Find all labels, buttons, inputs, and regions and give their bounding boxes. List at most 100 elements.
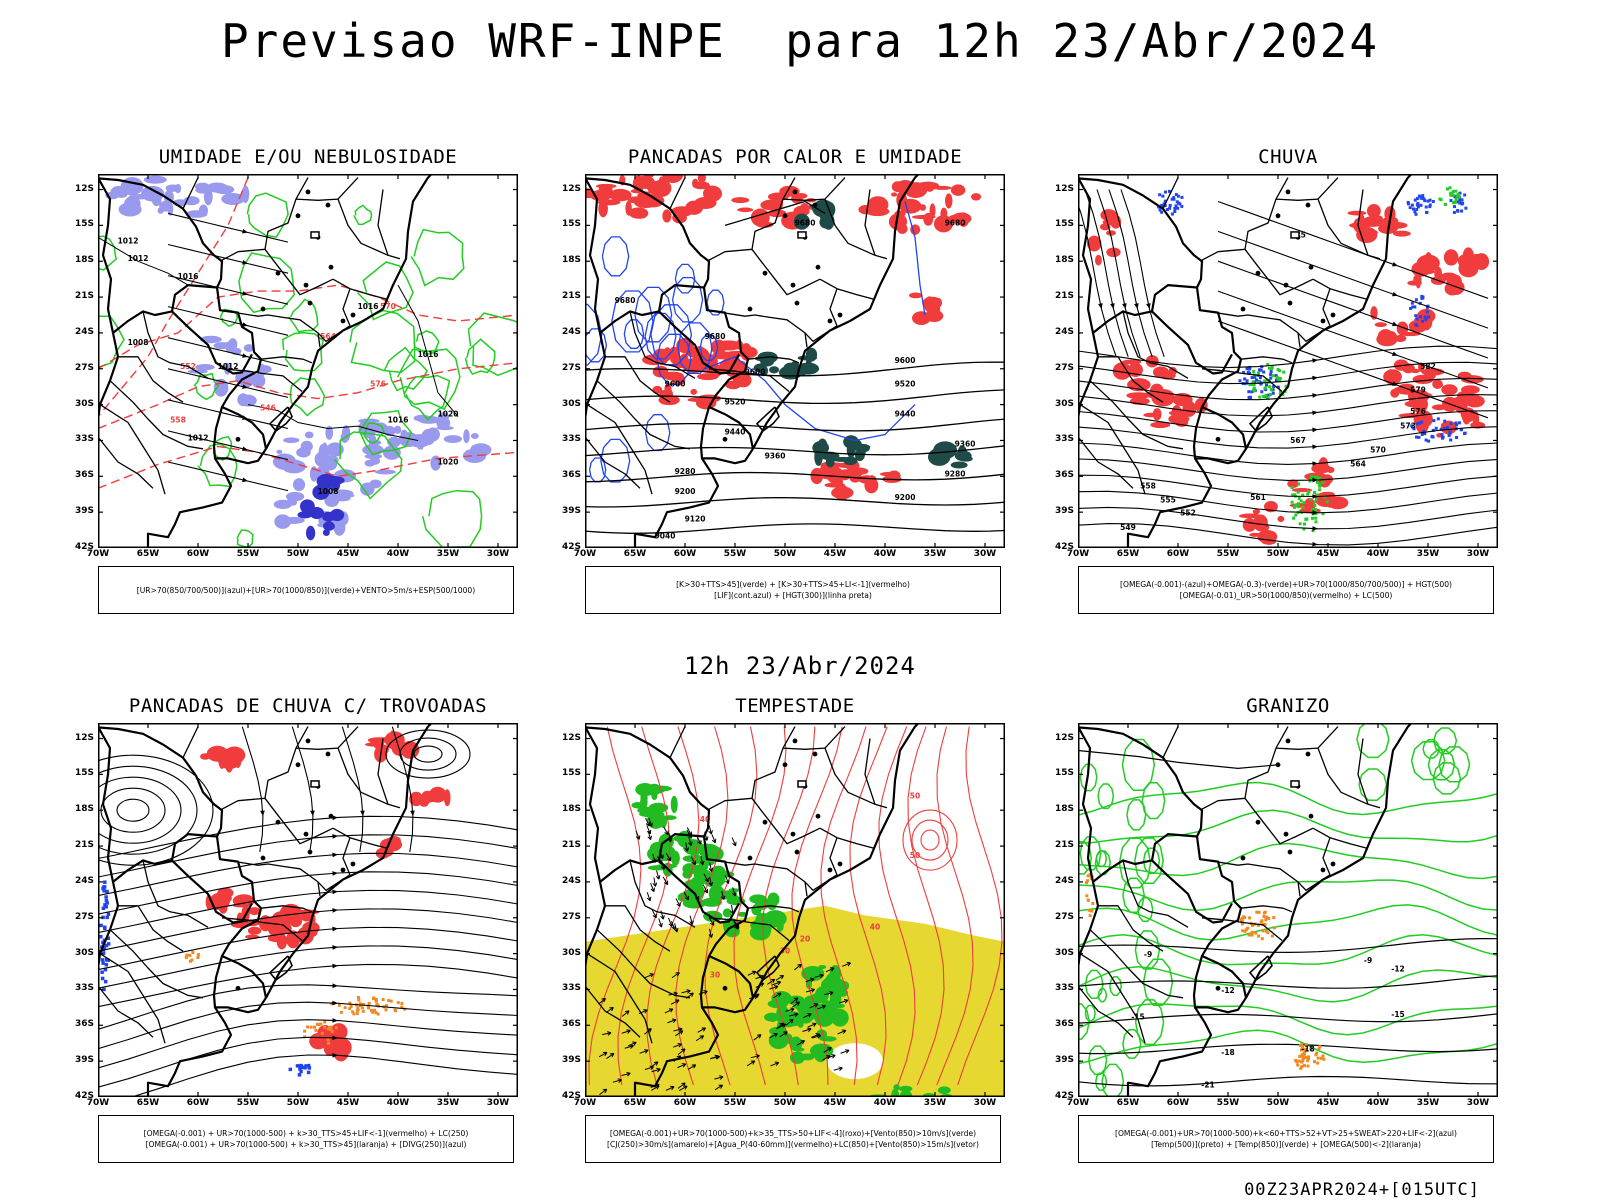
country-border	[212, 955, 267, 1014]
map-outlines	[98, 174, 434, 548]
field-dot	[1315, 1051, 1319, 1055]
contour-line	[1078, 841, 1093, 875]
wind-vector-head	[660, 915, 665, 920]
field-cell	[1249, 532, 1261, 537]
contour-label: 9200	[895, 493, 916, 502]
field-cell	[1410, 368, 1421, 374]
streamline	[1217, 200, 1489, 299]
contour-line	[383, 346, 429, 392]
field-dot	[1321, 481, 1325, 485]
field-cell	[288, 498, 298, 506]
lon-label: 55W	[236, 1098, 260, 1108]
field-dot	[103, 967, 108, 972]
field-dot	[1172, 197, 1176, 201]
field-dot	[1417, 194, 1421, 198]
lat-label: 15S	[561, 219, 581, 230]
contour-line	[1122, 1028, 1142, 1059]
wind-vector-head	[688, 841, 693, 846]
state-border	[824, 726, 846, 749]
field-dot	[102, 987, 106, 992]
field-dot	[1091, 901, 1095, 905]
state-border	[804, 325, 838, 342]
field-dot	[1314, 516, 1318, 520]
contour-line	[287, 298, 319, 333]
field-cell	[891, 192, 898, 197]
field-dot	[1452, 210, 1456, 214]
field-cell	[387, 840, 402, 849]
province-border	[585, 435, 641, 489]
contour-line	[704, 726, 758, 1086]
field-dot	[1460, 209, 1464, 213]
wind-vector-head	[699, 860, 705, 866]
field-cell	[1441, 384, 1458, 396]
field-dot	[1453, 205, 1457, 209]
wind-vector-head	[658, 923, 663, 928]
field-dot	[1439, 427, 1443, 431]
field-cell	[1460, 385, 1480, 395]
main-title: Previsao WRF-INPE para 12h 23/Abr/2024	[220, 14, 1380, 68]
field-dot	[358, 1002, 362, 1006]
state-border	[219, 248, 334, 296]
contour-line	[699, 334, 719, 361]
wind-vector-head	[699, 1035, 705, 1040]
field-cell	[908, 292, 923, 299]
streamline-arrow	[332, 983, 338, 989]
field-dot	[104, 958, 109, 962]
contour-line	[1433, 727, 1458, 755]
wind-vector	[825, 967, 835, 973]
wind-vector	[785, 1019, 794, 1026]
streamline	[167, 399, 289, 430]
lake-spot	[1308, 813, 1314, 819]
field-cell	[1106, 230, 1116, 236]
state-border	[1162, 726, 1179, 758]
field-dot	[323, 1020, 327, 1024]
lat-label: 27S	[561, 362, 581, 373]
field-cell	[924, 296, 935, 313]
lif-contour	[904, 201, 926, 316]
lon-label: 30W	[486, 1098, 510, 1108]
state-border	[824, 177, 846, 200]
country-border	[699, 406, 754, 465]
contour-label: -9	[1364, 956, 1372, 965]
field-dot	[1449, 438, 1453, 442]
field-cell	[1362, 215, 1385, 227]
field-dot	[1175, 200, 1179, 204]
field-dot	[313, 1025, 317, 1029]
field-cell	[954, 450, 972, 462]
lake-spot	[1285, 738, 1291, 744]
wind-vector	[667, 1019, 677, 1024]
lake-spot	[305, 738, 311, 744]
field-dot	[1257, 934, 1261, 938]
field-cell	[1353, 217, 1365, 233]
lake-spot	[837, 312, 843, 318]
field-dot	[1464, 206, 1468, 210]
contour-line	[675, 726, 729, 1086]
field-cell	[899, 1089, 913, 1097]
streamline	[413, 745, 443, 763]
field-dot	[1322, 1057, 1326, 1061]
field-dot	[1180, 195, 1184, 199]
wind-vector-head	[670, 1085, 675, 1091]
wind-vector-head	[714, 1054, 719, 1060]
wind-vector-head	[829, 990, 834, 996]
field-cell	[843, 456, 858, 466]
streamline-arrow	[1312, 510, 1318, 515]
wind-vector	[772, 981, 781, 986]
field-dot	[1454, 421, 1458, 425]
contour-label: 9680	[705, 332, 726, 341]
state-border	[824, 198, 888, 260]
field-dot	[1417, 435, 1421, 439]
country-border	[585, 332, 607, 458]
field-dot	[99, 923, 103, 928]
contour-line	[671, 276, 704, 323]
map-content	[98, 723, 518, 1097]
contour-line	[650, 304, 693, 366]
field-cell	[694, 869, 711, 878]
lon-label: 70W	[573, 1098, 597, 1108]
state-border	[1275, 177, 1289, 200]
contour-line	[585, 328, 608, 363]
field-dot	[1458, 201, 1462, 205]
field-cell	[418, 795, 430, 807]
field-dot	[1439, 198, 1443, 202]
streamline-arrow	[332, 945, 338, 950]
